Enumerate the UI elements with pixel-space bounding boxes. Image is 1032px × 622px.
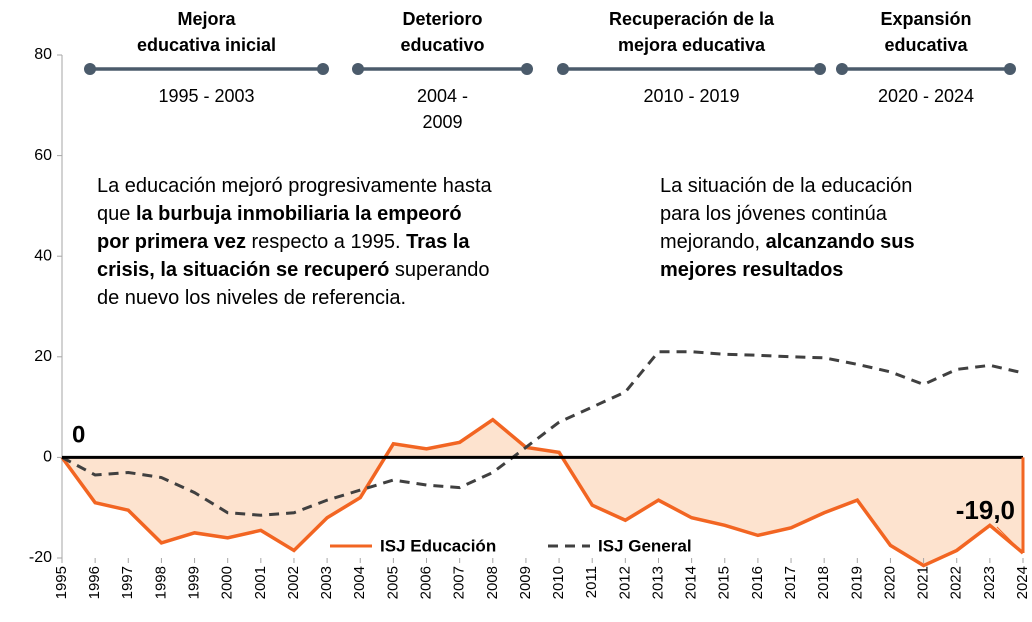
- leader-line: [996, 526, 1024, 554]
- annotation-run: mejorando,: [660, 231, 766, 253]
- annotation-run: que: [97, 203, 136, 225]
- x-tick-label: 2013: [649, 566, 666, 599]
- series-line: [60, 417, 1025, 568]
- legend-label: ISJ General: [598, 536, 692, 555]
- x-tick-label: 1997: [119, 566, 136, 599]
- annotation-run: alcanzando sus: [766, 231, 915, 253]
- period-title: Deterioro: [402, 9, 482, 29]
- period-title: educativo: [400, 35, 484, 55]
- period-dot: [317, 63, 329, 75]
- annotation-run: superando: [389, 259, 489, 281]
- x-tick-label: 2024: [1014, 566, 1031, 599]
- x-tick-label: 2002: [285, 566, 302, 599]
- annotation-line: mejores resultados: [660, 259, 843, 281]
- period-title: Mejora: [177, 9, 236, 29]
- annotation-line: para los jóvenes continúa: [660, 203, 888, 225]
- x-tick-label: 2023: [981, 566, 998, 599]
- x-tick-label: 2007: [451, 566, 468, 599]
- x-tick-label: 2010: [550, 566, 567, 599]
- x-tick-label: 2022: [948, 566, 965, 599]
- x-tick-label: 2017: [782, 566, 799, 599]
- x-tick-label: 2011: [583, 566, 600, 598]
- period-dot: [557, 63, 569, 75]
- x-tick-label: 2015: [716, 566, 733, 599]
- y-tick-label: 80: [34, 46, 52, 63]
- period-dot: [836, 63, 848, 75]
- annotation-run: respecto a 1995.: [246, 231, 406, 253]
- annotation-line: La situación de la educación: [660, 175, 912, 197]
- period-dot: [814, 63, 826, 75]
- x-tick-label: 2004: [351, 566, 368, 599]
- y-tick-label: -20: [29, 549, 52, 566]
- period-years: 1995 - 2003: [158, 86, 254, 106]
- x-tick-label: 2000: [219, 566, 236, 599]
- annotation-run: para los jóvenes continúa: [660, 203, 888, 225]
- period-years: 2020 - 2024: [878, 86, 974, 106]
- period-dot: [521, 63, 533, 75]
- x-tick-label: 1996: [86, 566, 103, 599]
- x-tick-label: 2008: [484, 566, 501, 599]
- x-tick-label: 2020: [881, 566, 898, 599]
- period-title: mejora educativa: [618, 35, 766, 55]
- annotation-run: la burbuja inmobiliaria la empeoró: [136, 203, 462, 225]
- period-title: Expansión: [880, 9, 971, 29]
- annotation-run: Tras la: [406, 231, 470, 253]
- annotation-line: de nuevo los niveles de referencia.: [97, 287, 406, 309]
- value-label: -19,0: [956, 495, 1015, 525]
- y-tick-label: 60: [34, 147, 52, 164]
- period-dot: [1004, 63, 1016, 75]
- annotation-line: que la burbuja inmobiliaria la empeoró: [97, 203, 462, 225]
- period-years: 2009: [422, 112, 462, 132]
- annotation-line: por primera vez respecto a 1995. Tras la: [97, 231, 470, 253]
- x-tick-label: 2014: [683, 566, 700, 599]
- area: [62, 419, 1023, 566]
- annotation-run: de nuevo los niveles de referencia.: [97, 287, 406, 309]
- x-tick-label: 2018: [815, 566, 832, 599]
- period-years: 2010 - 2019: [643, 86, 739, 106]
- period-years: 2004 -: [417, 86, 468, 106]
- x-tick-label: 2009: [517, 566, 534, 599]
- zero-label: 0: [72, 422, 85, 449]
- annotation-line: crisis, la situación se recuperó superan…: [97, 259, 489, 281]
- x-tick-label: 1995: [53, 566, 70, 599]
- x-tick-label: 2005: [384, 566, 401, 599]
- annotation-run: crisis, la situación se recuperó: [97, 259, 389, 281]
- x-tick-label: 2003: [318, 566, 335, 599]
- x-tick-label: 1998: [152, 566, 169, 599]
- x-tick-label: 2012: [616, 566, 633, 599]
- y-tick-label: 40: [34, 247, 52, 264]
- legend-label: ISJ Educación: [380, 536, 496, 555]
- y-tick-label: 20: [34, 348, 52, 365]
- annotation-line: mejorando, alcanzando sus: [660, 231, 915, 253]
- annotation-run: por primera vez: [97, 231, 246, 253]
- x-tick-label: 2019: [848, 566, 865, 599]
- annotation-run: La educación mejoró progresivamente hast…: [97, 175, 493, 197]
- annotation-run: La situación de la educación: [660, 175, 912, 197]
- period-title: Recuperación de la: [609, 9, 775, 29]
- annotation-line: La educación mejoró progresivamente hast…: [97, 175, 493, 197]
- x-tick-label: 1999: [186, 566, 203, 599]
- series-line: [61, 350, 1024, 517]
- period-title: educativa inicial: [137, 35, 276, 55]
- period-dot: [352, 63, 364, 75]
- x-tick-label: 2016: [749, 566, 766, 599]
- y-tick-label: 0: [43, 449, 52, 466]
- x-tick-label: 2006: [417, 566, 434, 599]
- x-tick-label: 2021: [915, 566, 932, 599]
- period-title: educativa: [884, 35, 968, 55]
- annotation-run: mejores resultados: [660, 259, 843, 281]
- period-dot: [84, 63, 96, 75]
- x-tick-label: 2001: [252, 566, 269, 599]
